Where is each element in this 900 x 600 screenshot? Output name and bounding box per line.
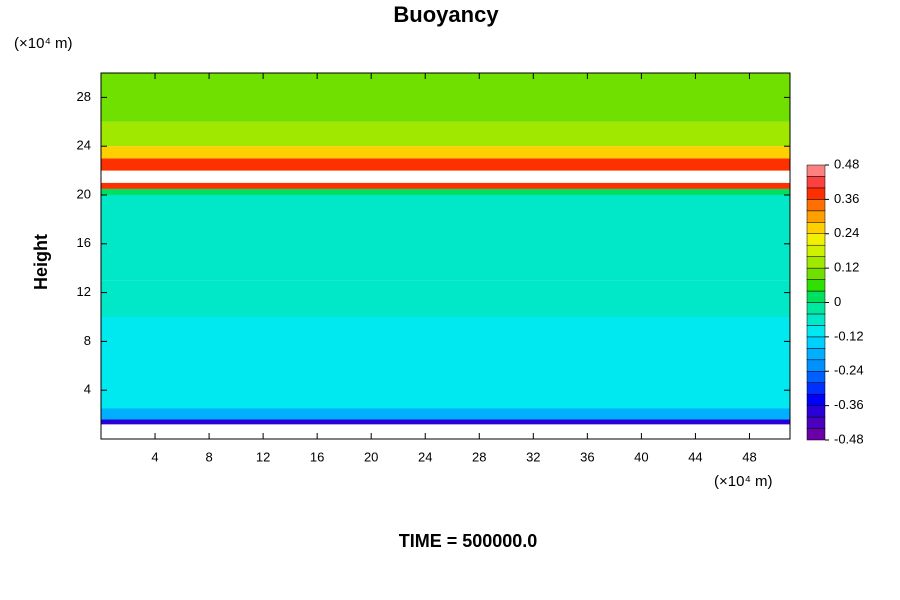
- x-tick-label: 44: [688, 449, 702, 464]
- colorbar-swatch: [806, 302, 826, 315]
- colorbar-tick-label: 0: [834, 294, 841, 309]
- colorbar-swatch: [806, 416, 826, 429]
- colorbar-swatch: [806, 336, 826, 349]
- colorbar-swatch: [806, 348, 826, 361]
- colorbar-tick-label: -0.36: [834, 397, 864, 412]
- y-tick-label: 4: [84, 382, 91, 397]
- y-tick-label: 12: [77, 284, 91, 299]
- plot-frame: [100, 72, 791, 440]
- y-tick-label: 28: [77, 89, 91, 104]
- colorbar-swatch: [806, 428, 826, 441]
- colorbar-swatch: [806, 187, 826, 200]
- colorbar-tick-label: -0.12: [834, 328, 864, 343]
- x-tick-label: 20: [364, 449, 378, 464]
- field-band: [101, 182, 790, 189]
- colorbar-swatch: [806, 290, 826, 303]
- colorbar-swatch: [806, 222, 826, 235]
- field-band: [101, 146, 790, 159]
- colorbar-swatch: [806, 371, 826, 383]
- y-unit: (×10⁴ m): [14, 35, 73, 52]
- colorbar-swatch: [806, 325, 826, 338]
- x-tick-label: 8: [205, 449, 212, 464]
- field-band: [101, 188, 790, 195]
- field-band: [101, 170, 790, 183]
- colorbar-swatch: [806, 359, 826, 372]
- y-tick-label: 8: [84, 333, 91, 348]
- x-unit: (×10⁴ m): [714, 473, 773, 490]
- field-band: [101, 280, 790, 317]
- colorbar-swatch: [806, 210, 826, 223]
- colorbar-swatch: [806, 256, 826, 269]
- field-band: [101, 73, 790, 122]
- colorbar-swatch: [806, 233, 826, 246]
- x-tick-label: 16: [310, 449, 324, 464]
- x-tick-label: 40: [634, 449, 648, 464]
- x-tick-label: 36: [580, 449, 594, 464]
- field-band: [101, 121, 790, 147]
- colorbar-swatch: [806, 267, 826, 280]
- y-tick-label: 24: [77, 138, 91, 153]
- x-tick-label: 4: [151, 449, 158, 464]
- colorbar-swatch: [806, 382, 826, 395]
- colorbar-swatch: [806, 405, 826, 418]
- x-tick-label: 24: [418, 449, 432, 464]
- colorbar-tick-label: 0.36: [834, 191, 859, 206]
- colorbar-tick-label: -0.48: [834, 431, 864, 446]
- colorbar-swatch: [806, 164, 826, 177]
- colorbar-tick-label: 0.12: [834, 260, 859, 275]
- colorbar-swatch: [806, 176, 826, 189]
- time-annotation: TIME = 500000.0: [399, 531, 538, 551]
- field-band: [101, 195, 790, 281]
- y-axis-label: Height: [31, 234, 51, 290]
- field-band: [101, 317, 790, 409]
- y-tick-label: 20: [77, 186, 91, 201]
- x-tick-label: 32: [526, 449, 540, 464]
- field-band: [101, 408, 790, 420]
- colorbar-swatch: [806, 199, 826, 212]
- x-tick-label: 48: [742, 449, 756, 464]
- field-band: [101, 158, 790, 171]
- y-tick-label: 16: [77, 235, 91, 250]
- colorbar-tick-label: -0.24: [834, 363, 864, 378]
- colorbar-tick-label: 0.24: [834, 225, 859, 240]
- colorbar-swatch: [806, 279, 826, 292]
- x-tick-label: 12: [256, 449, 270, 464]
- colorbar-tick-label: 0.48: [834, 156, 859, 171]
- chart-title: Buoyancy: [393, 2, 499, 27]
- colorbar-swatch: [806, 393, 826, 406]
- colorbar-swatch: [806, 313, 826, 326]
- field-band: [101, 419, 790, 425]
- colorbar-swatch: [806, 244, 826, 257]
- x-tick-label: 28: [472, 449, 486, 464]
